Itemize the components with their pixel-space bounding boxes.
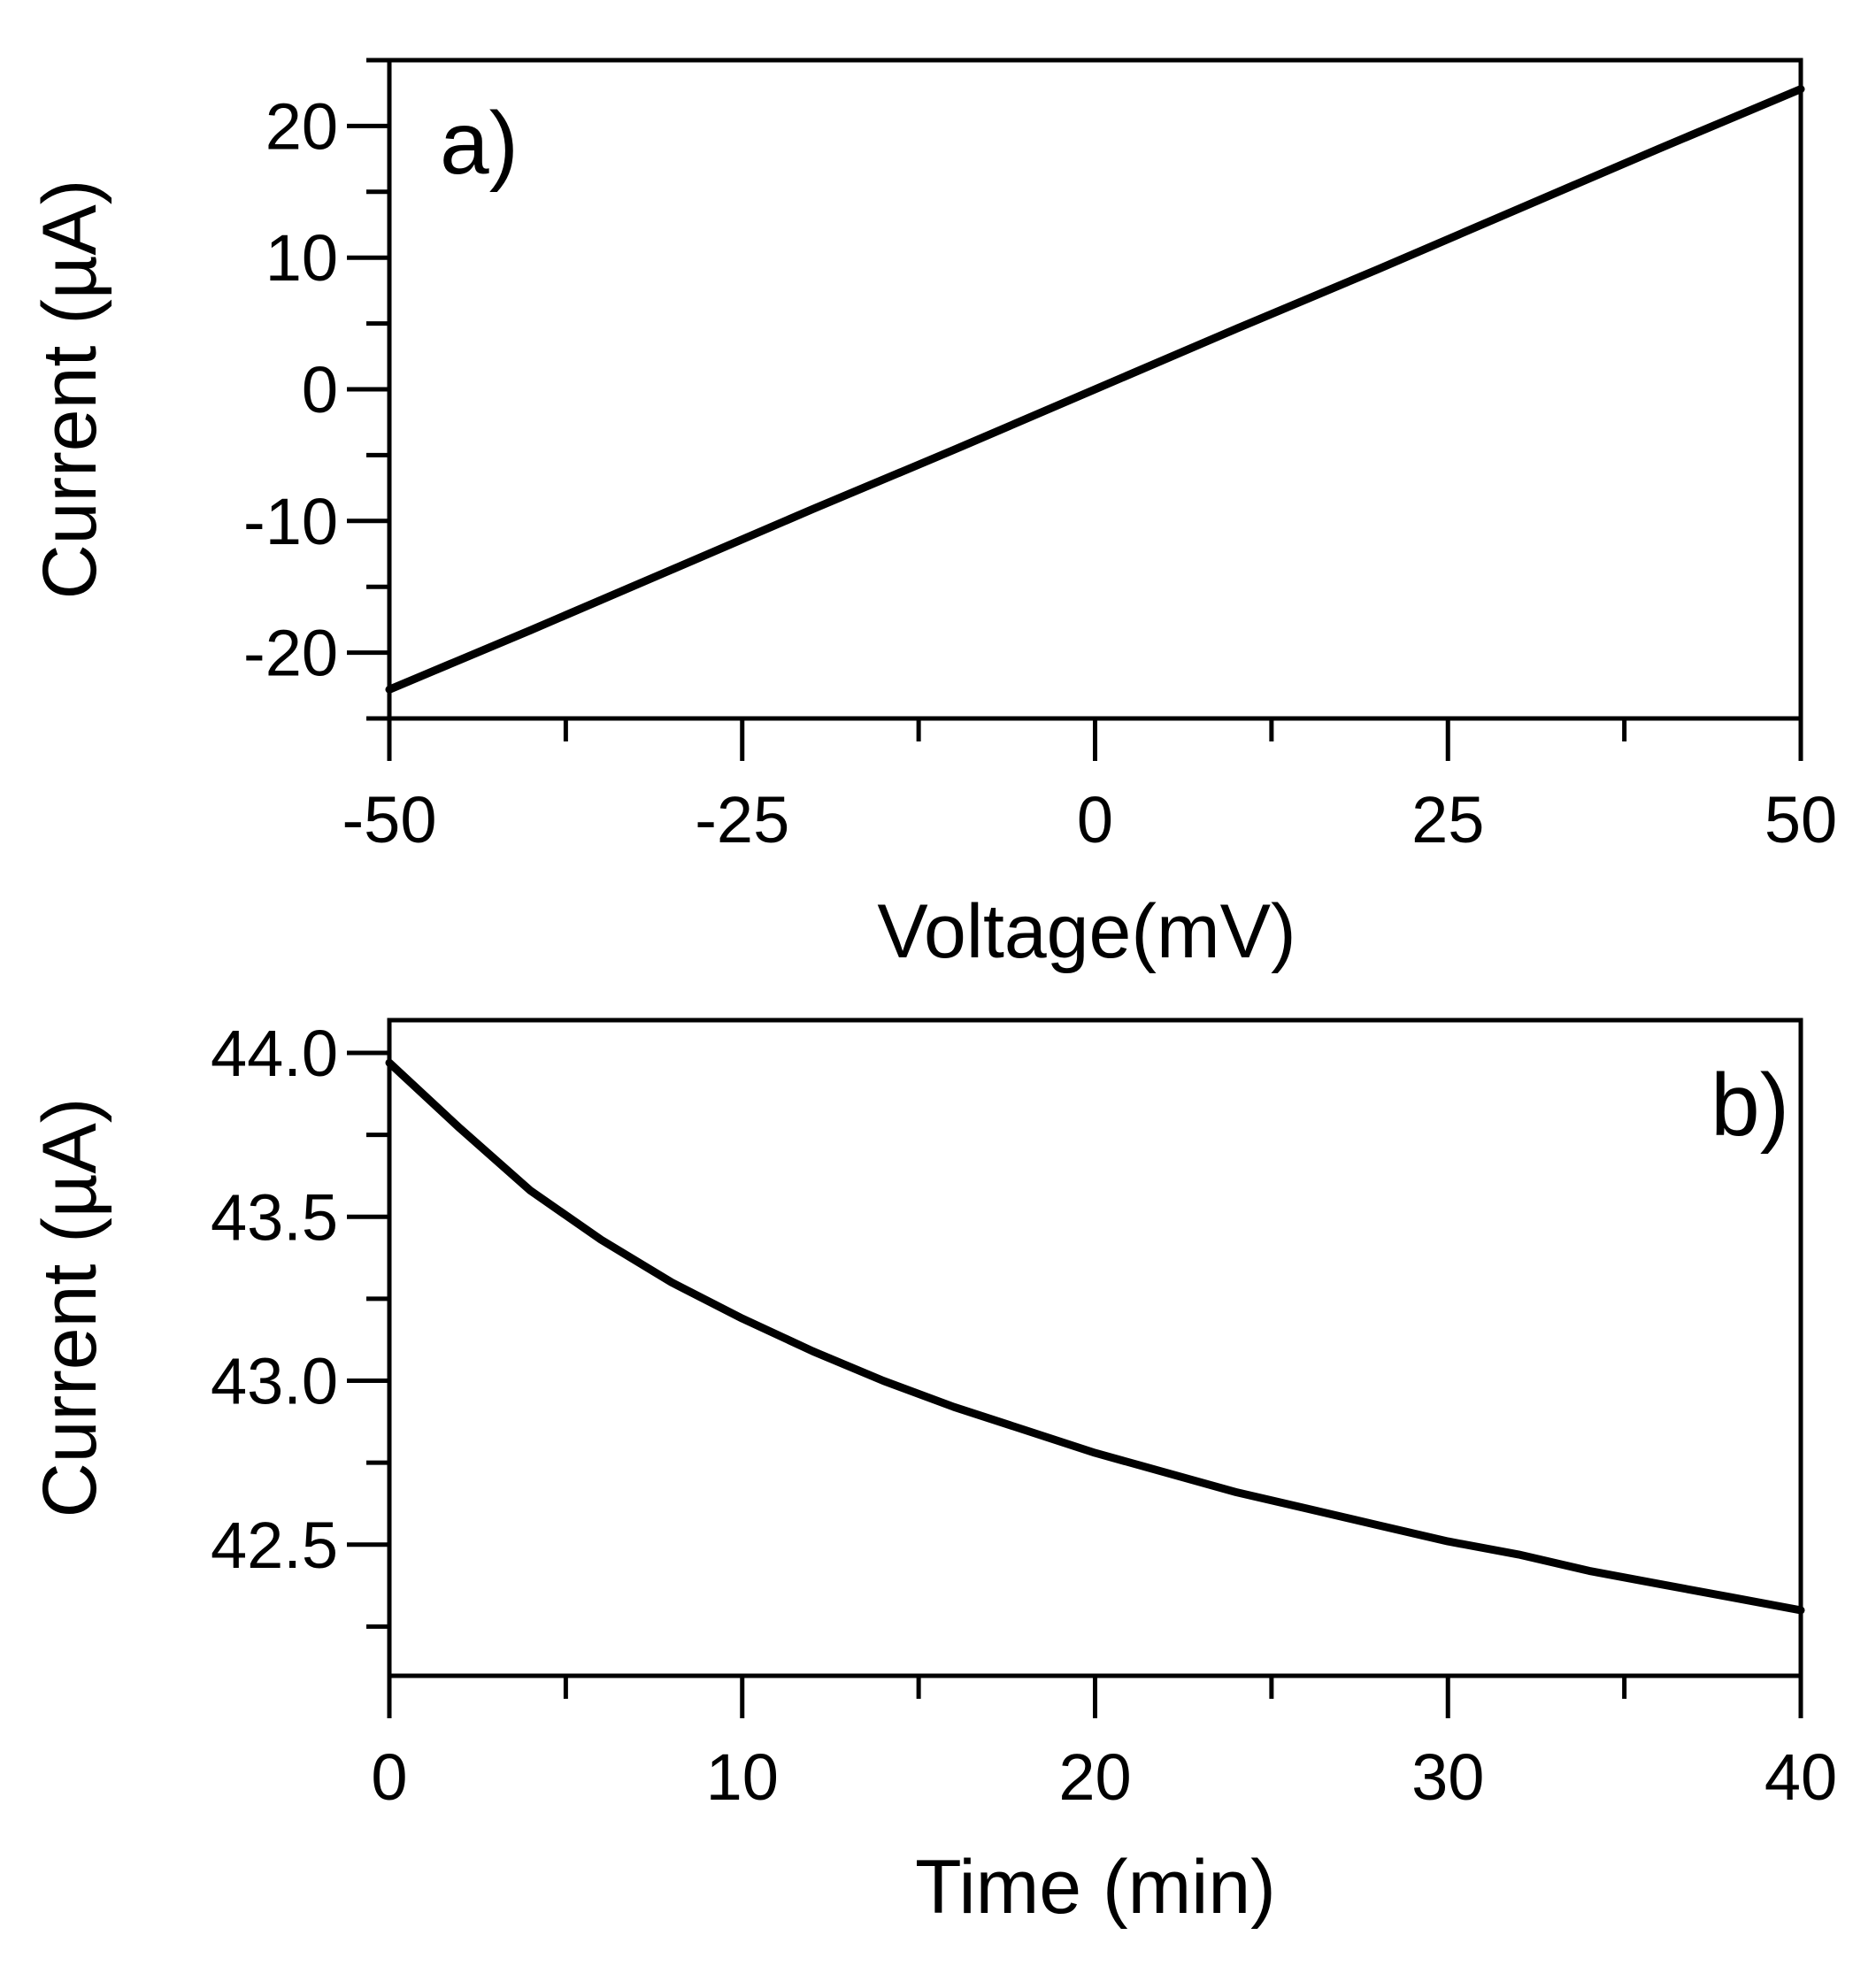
panel-a-x-tick-label: 0: [1077, 783, 1113, 856]
panel-a-y-tick-label: 20: [265, 89, 338, 163]
panel-a-x-tick-label: -50: [342, 783, 437, 856]
panel-a-y-tick-label: 10: [265, 221, 338, 295]
panel-a-x-tick-label: 25: [1411, 783, 1484, 856]
panel-b-y-tick-label: 43.5: [211, 1180, 338, 1254]
panel-a-x-axis-title: Voltage(mV): [877, 889, 1296, 974]
panel-a-label: a): [440, 94, 519, 193]
panel-b-x-tick-label: 30: [1411, 1740, 1484, 1814]
panel-a-y-tick-label: -20: [243, 617, 338, 690]
panel-b-y-tick-label: 44.0: [211, 1017, 338, 1090]
panel-a-data-line: [385, 85, 1805, 694]
panel-a-y-tick-label: 0: [302, 353, 338, 426]
panel-b-y-tick-label: 43.0: [211, 1345, 338, 1418]
panel-a: -50 -25 0 25 50 -20 -10 0 10 20 a) Voltage(mV) Cu…: [27, 58, 1837, 974]
panel-a-x-tick-label: -25: [695, 783, 789, 856]
panel-b-x-tick-label: 0: [371, 1740, 407, 1814]
panel-b-y-axis-title: Current (µA): [27, 1098, 112, 1518]
panel-b-data-line: [385, 1058, 1805, 1615]
panel-b-x-tick-label: 10: [706, 1740, 779, 1814]
panel-b-y-tick-label: 42.5: [211, 1509, 338, 1582]
panel-a-y-axis-title: Current (µA): [27, 180, 112, 600]
panel-b-label: b): [1711, 1056, 1789, 1155]
panel-a-y-tick-label: -10: [243, 485, 338, 558]
panel-b-x-tick-label: 40: [1765, 1740, 1837, 1814]
panel-b-x-tick-label: 20: [1058, 1740, 1131, 1814]
panel-b-x-axis-title: Time (min): [915, 1845, 1276, 1930]
panel-a-x-tick-label: 50: [1765, 783, 1837, 856]
